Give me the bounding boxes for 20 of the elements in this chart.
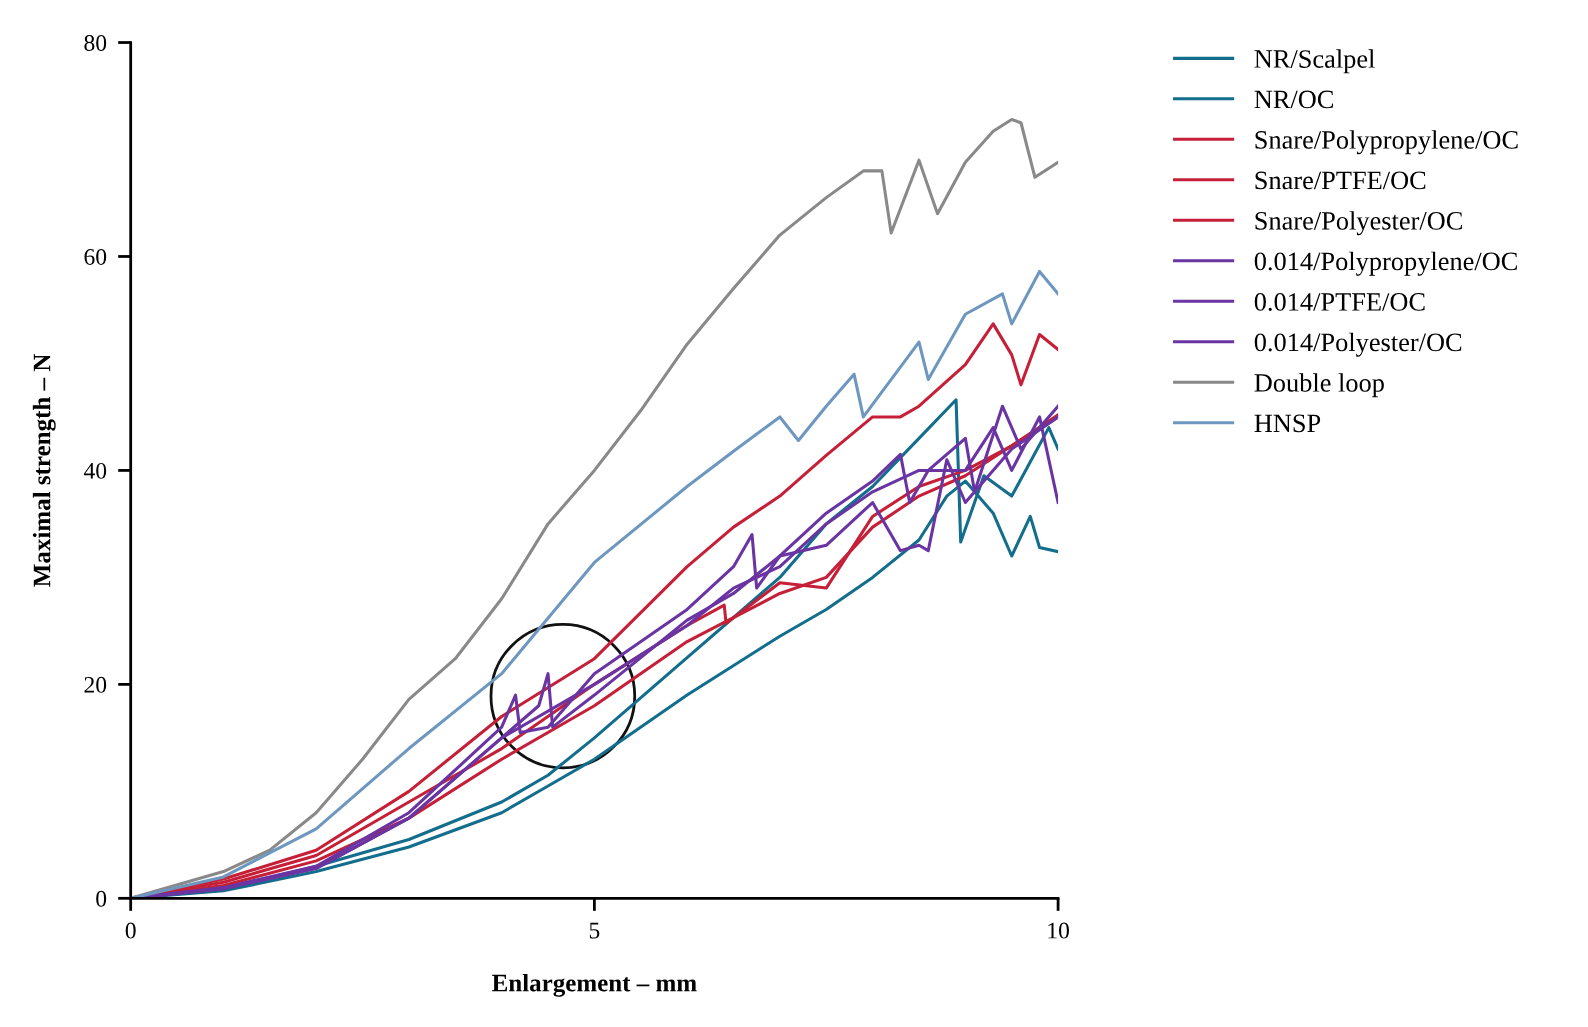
legend-label: Snare/PTFE/OC	[1255, 171, 1426, 190]
y-tick-label: 60	[84, 248, 107, 265]
legend-label: Double loop	[1254, 373, 1384, 398]
x-axis-title: Enlargement – mm	[492, 973, 697, 997]
legend-label: Snare/Polypropylene/OC	[1255, 130, 1518, 155]
x-tick-label: 0	[125, 922, 136, 939]
y-tick-label: 0	[96, 890, 107, 907]
legend-label: 0.014/PTFE/OC	[1254, 293, 1425, 311]
legend-label: 0.014/Polyester/OC	[1254, 332, 1462, 357]
y-tick-label: 20	[84, 676, 107, 693]
legend-label: 0.014/Polypropylene/OC	[1254, 251, 1517, 276]
legend-label: NR/Scalpel	[1254, 49, 1375, 74]
legend-label: NR/OC	[1254, 90, 1333, 109]
y-tick-label: 80	[84, 35, 107, 51]
x-tick-label: 5	[589, 922, 600, 939]
y-axis-title: Maximal strength – N	[32, 353, 56, 587]
legend-label: HNSP	[1254, 414, 1321, 433]
x-tick-label: 10	[1048, 922, 1069, 939]
legend-label: Snare/Polyester/OC	[1255, 211, 1462, 236]
y-tick-label: 40	[83, 462, 107, 479]
